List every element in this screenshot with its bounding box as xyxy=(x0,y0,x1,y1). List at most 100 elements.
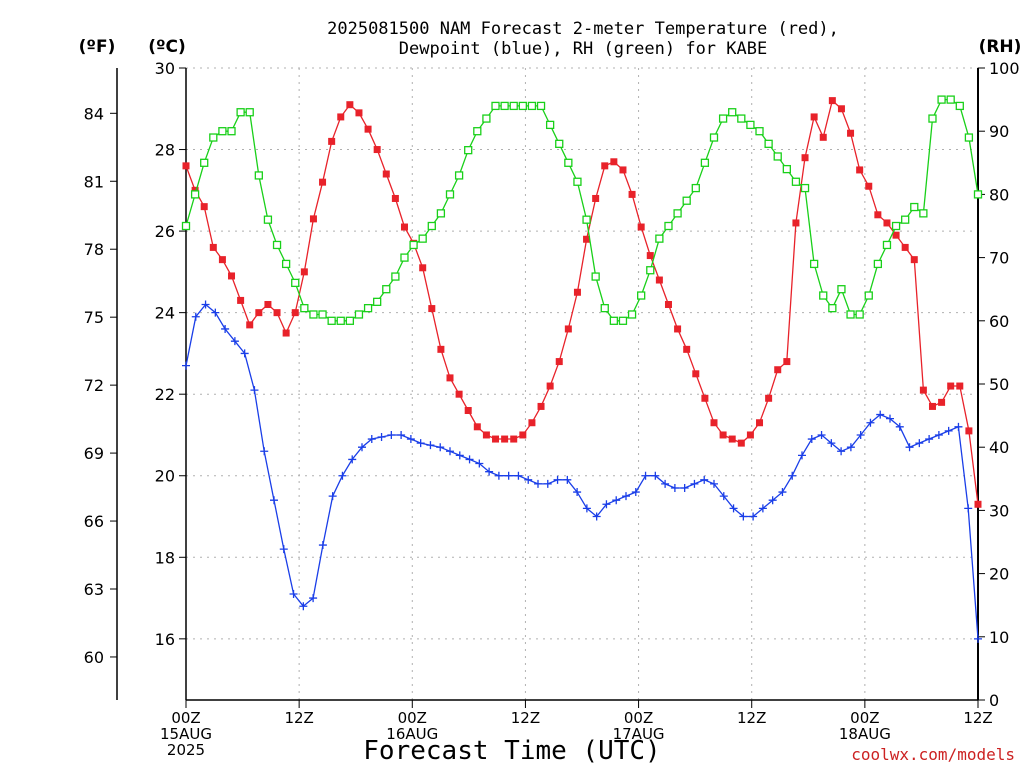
dewpoint-point xyxy=(876,410,885,419)
temperature-point xyxy=(938,398,946,406)
dewpoint-point xyxy=(661,479,670,488)
rh-point xyxy=(964,133,974,142)
dewpoint-point xyxy=(534,479,542,488)
temperature-point xyxy=(255,309,263,317)
temperature-point xyxy=(692,370,700,378)
temperature-point xyxy=(437,345,445,353)
temperature-point xyxy=(382,170,390,178)
x-tick-label: 12Z xyxy=(284,709,313,727)
temperature-point xyxy=(810,113,818,121)
dewpoint-point xyxy=(348,455,357,464)
rh-point xyxy=(664,221,673,231)
rh-point xyxy=(755,127,764,136)
dewpoint-point xyxy=(974,634,982,643)
celsius-tick-label: 20 xyxy=(155,467,175,486)
rh-point xyxy=(618,316,628,325)
celsius-tick-label: 16 xyxy=(155,630,175,649)
dewpoint-point xyxy=(475,459,484,468)
rh-point xyxy=(373,297,382,306)
rh-point xyxy=(309,310,318,319)
dewpoint-point xyxy=(328,492,337,501)
rh-point xyxy=(409,240,418,250)
rh-point xyxy=(573,177,582,186)
dewpoint-point xyxy=(543,479,552,488)
dewpoint-point xyxy=(221,324,230,333)
temperature-point xyxy=(601,162,609,170)
temperature-point xyxy=(683,345,691,353)
temperature-point xyxy=(728,435,736,443)
temperature-point xyxy=(774,366,782,374)
dewpoint-point xyxy=(289,589,298,598)
dewpoint-point xyxy=(710,479,718,488)
temperature-point xyxy=(765,394,773,402)
rh-point xyxy=(209,133,218,142)
dewpoint-point xyxy=(944,426,953,435)
rh-point xyxy=(846,310,855,319)
temperature-point xyxy=(619,166,627,174)
temperature-point xyxy=(801,154,809,162)
rh-point xyxy=(200,158,209,167)
temperature-point xyxy=(419,264,427,272)
dewpoint-point xyxy=(191,312,200,321)
temperature-point xyxy=(628,190,636,198)
dewpoint-point xyxy=(260,447,269,456)
rh-point xyxy=(518,101,527,111)
temperature-point xyxy=(901,243,909,251)
dewpoint-point xyxy=(817,430,826,439)
rh-point xyxy=(773,152,782,161)
rh-point xyxy=(809,259,819,269)
dewpoint-point xyxy=(915,439,924,448)
dewpoint-point xyxy=(886,414,894,423)
rh-point xyxy=(418,234,427,243)
temperature-point xyxy=(719,431,727,439)
rh-point xyxy=(582,215,591,224)
dewpoint-point xyxy=(494,471,503,480)
rh-point xyxy=(600,304,609,313)
rh-point xyxy=(245,108,254,117)
rh-tick-label: 20 xyxy=(989,565,1009,584)
dewpoint-point xyxy=(270,496,278,505)
dewpoint-point xyxy=(602,500,611,509)
temperature-point xyxy=(892,231,900,239)
temperature-point xyxy=(874,211,882,219)
temperature-point xyxy=(291,309,299,317)
rh-point xyxy=(564,158,573,167)
temperature-point xyxy=(883,219,891,227)
dewpoint-point xyxy=(768,496,777,505)
temperature-point xyxy=(583,235,591,243)
dewpoint-point xyxy=(309,594,318,603)
dewpoint-point xyxy=(592,512,601,521)
temperature-point xyxy=(592,194,600,202)
rh-point xyxy=(327,316,336,325)
temperature-point xyxy=(664,300,672,308)
x-tick-label: 00Z xyxy=(624,709,653,727)
temperature-point xyxy=(756,419,764,427)
dewpoint-series xyxy=(182,300,982,643)
rh-tick-label: 80 xyxy=(989,185,1009,204)
dewpoint-point xyxy=(250,386,259,395)
temperature-point xyxy=(710,419,718,427)
rh-point xyxy=(482,114,491,123)
dewpoint-point xyxy=(856,430,865,439)
dewpoint-point xyxy=(230,337,239,346)
dewpoint-point xyxy=(358,443,366,452)
fahrenheit-tick-label: 60 xyxy=(84,648,104,667)
temperature-point xyxy=(455,390,463,398)
x-tick-label: 00Z xyxy=(171,709,200,727)
fahrenheit-tick-label: 66 xyxy=(84,512,104,531)
dewpoint-point xyxy=(837,447,846,456)
rh-point xyxy=(828,304,837,313)
x-tick-label: 00Z xyxy=(398,709,427,727)
rh-point xyxy=(782,164,791,174)
rh-point xyxy=(609,316,619,325)
temperature-point xyxy=(300,268,308,276)
temperature-point xyxy=(837,105,845,113)
temperature-point xyxy=(309,215,317,223)
fahrenheit-tick-label: 84 xyxy=(84,104,104,123)
dewpoint-point xyxy=(563,475,572,484)
axis-ticks: 60 63 66 69 72 75 78 81 84 16 18 20 22 24 26 28 30 0 10 20 3… xyxy=(84,59,1020,759)
temperature-point xyxy=(246,321,254,329)
rh-point xyxy=(955,101,964,111)
dewpoint-point xyxy=(798,451,806,460)
dewpoint-point xyxy=(367,435,376,444)
